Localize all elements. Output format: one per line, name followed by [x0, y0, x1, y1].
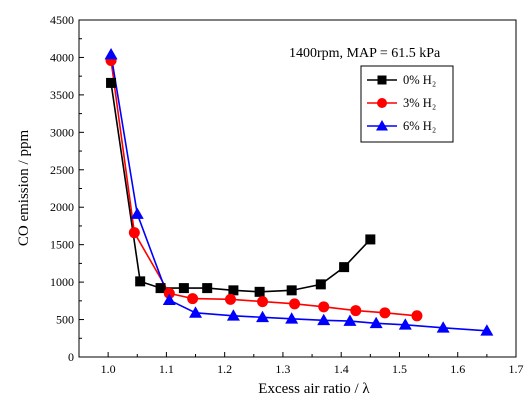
data-point-series-1	[163, 287, 175, 299]
y-tick-label: 0	[68, 350, 74, 364]
legend-label-1: 3% H₂	[403, 96, 436, 110]
y-tick-label: 3000	[50, 125, 74, 139]
data-point-series-1	[128, 227, 140, 239]
x-tick-label: 1.6	[450, 362, 465, 376]
data-point-series-2	[369, 316, 383, 329]
data-point-series-1	[350, 305, 362, 317]
data-point-series-2	[226, 309, 240, 321]
y-tick-label: 4000	[50, 50, 74, 64]
legend-marker-1	[377, 98, 387, 108]
y-tick-label: 3500	[50, 88, 74, 102]
data-point-series-1	[187, 293, 199, 305]
data-point-series-0	[178, 283, 189, 294]
data-point-series-2	[285, 312, 299, 324]
legend-marker-0	[377, 75, 387, 85]
data-point-series-2	[317, 313, 331, 326]
data-point-series-1	[379, 307, 391, 319]
data-point-series-1	[318, 301, 330, 313]
x-tick-label: 1.2	[217, 362, 232, 376]
data-point-series-2	[480, 324, 494, 336]
data-point-series-0	[254, 286, 265, 297]
data-point-series-0	[228, 285, 239, 296]
data-point-series-2	[104, 47, 118, 60]
data-point-series-0	[315, 279, 326, 290]
data-point-series-0	[202, 283, 213, 294]
y-tick-label: 2000	[50, 200, 74, 214]
legend-marker-2	[376, 120, 388, 131]
data-point-series-0	[365, 234, 376, 245]
y-tick-label: 1500	[50, 238, 74, 252]
data-point-series-2	[130, 207, 144, 219]
x-tick-label: 1.0	[101, 362, 116, 376]
series-markers	[104, 47, 494, 336]
x-tick-label: 1.4	[334, 362, 349, 376]
x-tick-label: 1.3	[275, 362, 290, 376]
data-point-series-0	[339, 262, 350, 273]
x-tick-label: 1.1	[159, 362, 174, 376]
x-axis-title: Excess air ratio / λ	[258, 381, 370, 397]
data-point-series-2	[398, 318, 412, 330]
y-tick-label: 2500	[50, 163, 74, 177]
data-point-series-2	[256, 310, 270, 323]
data-point-series-1	[289, 298, 301, 310]
y-axis-title: CO emission / ppm	[16, 130, 32, 247]
data-point-series-0	[286, 285, 297, 296]
legend-label-0: 0% H₂	[403, 73, 436, 87]
data-point-series-1	[411, 310, 423, 322]
data-point-series-1	[224, 293, 236, 305]
data-point-series-2	[189, 306, 203, 318]
x-tick-label: 1.7	[509, 362, 524, 376]
operating-condition-annotation: 1400rpm, MAP = 61.5 kPa	[289, 46, 441, 61]
data-point-series-1	[257, 296, 269, 308]
legend-box	[360, 65, 454, 143]
legend: 0% H₂ 3% H₂ 6% H₂	[360, 65, 454, 143]
y-tick-label: 1000	[50, 275, 74, 289]
y-tick-label: 500	[56, 313, 74, 327]
data-point-series-2	[343, 314, 357, 326]
data-point-series-0	[135, 276, 146, 287]
y-tick-label: 4500	[50, 13, 74, 27]
data-point-series-0	[155, 283, 166, 294]
data-point-series-2	[162, 293, 176, 305]
x-tick-label: 1.5	[392, 362, 407, 376]
legend-label-2: 6% H₂	[403, 119, 436, 133]
axes: 1.0 1.1 1.2 1.3 1.4 1.5 1.6 1.7 0 500 1000 1500 2000…	[50, 13, 524, 376]
data-point-series-0	[106, 77, 117, 88]
data-point-series-2	[436, 321, 450, 333]
